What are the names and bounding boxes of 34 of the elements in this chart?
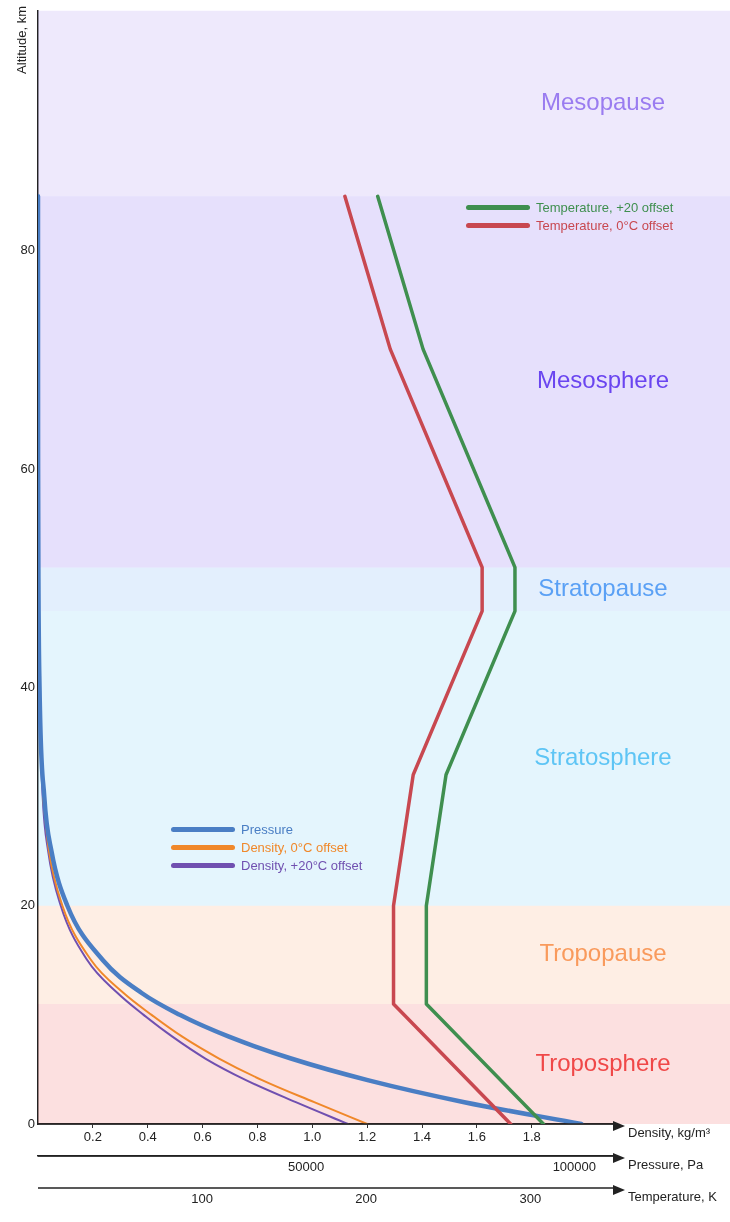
- x-axis-title: Density, kg/m³: [628, 1125, 711, 1141]
- y-tick-label: 0: [27, 1115, 35, 1131]
- x-tick-label: 200: [355, 1191, 378, 1207]
- x-tick-label: 0.8: [248, 1129, 267, 1145]
- legend-label: Density, 0°C offset: [241, 839, 348, 855]
- x-tick-label: 0.6: [193, 1129, 212, 1145]
- x-tick-label: 1.8: [522, 1129, 541, 1145]
- x-tick-label: 1.0: [303, 1129, 322, 1145]
- x-tick-label: 100: [191, 1191, 213, 1207]
- band-label: Mesopause: [540, 88, 666, 116]
- x-tick-label: 300: [519, 1191, 542, 1207]
- x-tick-label: 0.4: [138, 1129, 157, 1145]
- x-tick-label: 1.4: [412, 1129, 432, 1145]
- x-tick-label: 0.2: [83, 1129, 102, 1145]
- legend-label: Temperature, 0°C offset: [536, 218, 674, 234]
- y-tick-label: 40: [20, 679, 35, 695]
- y-tick-label: 60: [20, 460, 35, 476]
- band-label: Mesosphere: [536, 366, 670, 394]
- x2-tick-label: 50000: [288, 1159, 325, 1175]
- y-tick-label: 20: [20, 897, 35, 913]
- band-label: Troposphere: [535, 1048, 671, 1076]
- band-label: Stratosphere: [534, 743, 672, 771]
- legend-label: Density, +20°C offset: [241, 857, 363, 873]
- y-tick-label: 80: [20, 242, 35, 258]
- x-tick-label: 1.6: [467, 1129, 486, 1145]
- x-axis-title: Temperature, K: [628, 1189, 718, 1205]
- x-tick-label: 1.2: [358, 1129, 377, 1145]
- band-label: Stratopause: [538, 573, 668, 601]
- legend-label: Temperature, +20 offset: [536, 200, 674, 216]
- x2-axis-title: Pressure, Pa: [628, 1157, 704, 1173]
- band-label: Tropopause: [539, 939, 667, 967]
- x2-tick-label: 100000: [552, 1159, 597, 1175]
- y-axis-title: Altitude, km: [13, 6, 29, 74]
- legend-label: Pressure: [241, 821, 294, 837]
